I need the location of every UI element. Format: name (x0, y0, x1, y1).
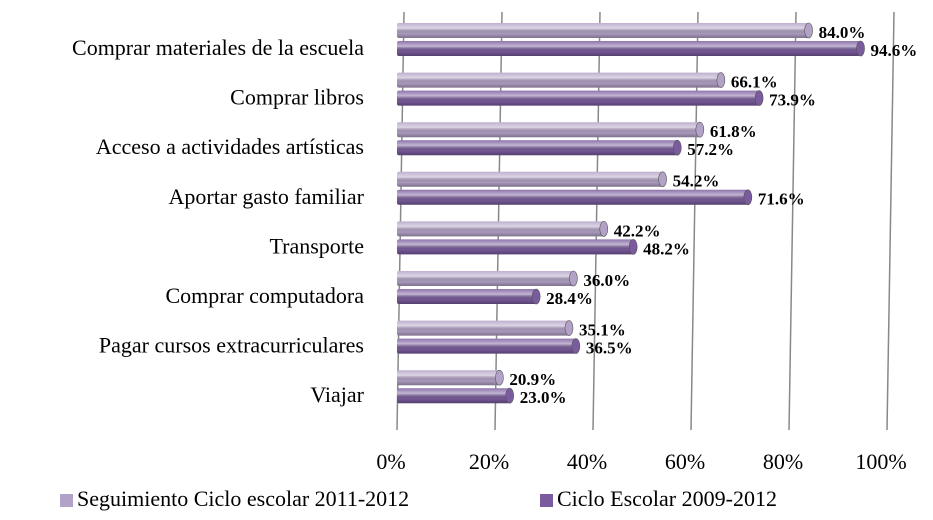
bar-cap (695, 121, 705, 138)
bar-shine (397, 289, 537, 304)
x-tick-label: 0% (376, 449, 405, 474)
value-label: 66.1% (731, 73, 778, 92)
bar-shine (397, 122, 700, 138)
value-label: 35.1% (579, 321, 626, 340)
bar-shine (397, 271, 574, 286)
x-tick-label: 20% (469, 449, 509, 474)
value-label: 42.2% (614, 221, 661, 240)
value-label: 73.9% (769, 91, 816, 110)
bar-cap (569, 270, 578, 287)
category-label: Transporte (269, 233, 364, 258)
bar-shine (397, 239, 634, 255)
value-label: 36.5% (586, 339, 633, 358)
bar-cap (658, 171, 667, 188)
bar-cap (628, 239, 638, 255)
category-label: Acceso a actividades artísticas (96, 134, 364, 159)
value-label: 23.0% (520, 388, 567, 407)
legend-swatch (60, 494, 73, 507)
value-label: 36.0% (583, 271, 630, 290)
bar-cap (571, 338, 581, 354)
value-label: 20.9% (509, 370, 556, 389)
bar-cap (754, 90, 764, 106)
x-tick-label: 40% (567, 449, 607, 474)
bar-shine (397, 72, 721, 88)
category-label: Aportar gasto familiar (169, 184, 365, 209)
bar-cap (531, 288, 541, 305)
bar-cap (743, 189, 753, 206)
bar-shine (397, 23, 809, 38)
bar-shine (397, 221, 604, 237)
category-label: Pagar cursos extracurriculares (99, 333, 364, 358)
bar-shine (397, 189, 748, 205)
bar-cap (564, 320, 574, 336)
x-tick-label: 100% (855, 449, 906, 474)
category-label: Viajar (310, 382, 364, 407)
value-label: 94.6% (871, 41, 918, 60)
legend-swatch (540, 494, 553, 507)
category-label: Comprar libros (230, 85, 364, 110)
value-label: 84.0% (819, 23, 866, 42)
value-label: 71.6% (758, 190, 805, 209)
grid-line (788, 11, 797, 431)
value-label: 48.2% (643, 239, 690, 258)
legend-label: Seguimiento Ciclo escolar 2011-2012 (77, 486, 409, 511)
bar-shine (397, 388, 510, 404)
bar-cap (672, 139, 682, 156)
x-tick-label: 80% (763, 449, 803, 474)
bar-cap (716, 72, 726, 88)
value-label: 28.4% (546, 289, 593, 308)
bar-cap (804, 22, 813, 39)
bar-cap (505, 387, 515, 404)
value-label: 57.2% (687, 140, 734, 159)
bar-shine (397, 41, 861, 56)
value-label: 61.8% (710, 122, 757, 141)
category-label: Comprar materiales de la escuela (72, 35, 364, 60)
legend-label: Ciclo Escolar 2009-2012 (557, 486, 777, 511)
bar-shine (397, 171, 663, 187)
bar-cap (599, 221, 609, 237)
x-tick-label: 60% (665, 449, 705, 474)
value-label: 54.2% (673, 172, 720, 191)
grid-line (886, 11, 895, 431)
bar-shine (397, 338, 576, 354)
bar-shine (397, 140, 678, 156)
bar-cap (856, 40, 865, 57)
bar-shine (397, 370, 500, 386)
bar-shine (397, 90, 760, 106)
bar-cap (495, 369, 504, 386)
bar-shine (397, 320, 569, 336)
category-label: Comprar computadora (165, 283, 364, 308)
